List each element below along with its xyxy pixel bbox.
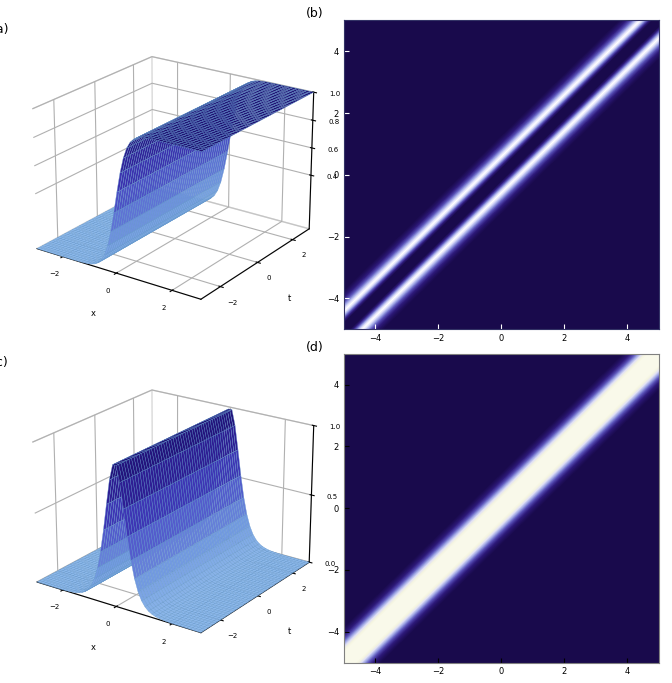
Text: (b): (b) [306,8,324,20]
Y-axis label: t: t [288,294,291,303]
Y-axis label: t: t [288,627,291,636]
Text: (d): (d) [306,341,324,354]
Text: (a): (a) [0,23,9,36]
X-axis label: x: x [91,309,95,318]
Text: (c): (c) [0,357,9,370]
X-axis label: x: x [91,643,95,652]
